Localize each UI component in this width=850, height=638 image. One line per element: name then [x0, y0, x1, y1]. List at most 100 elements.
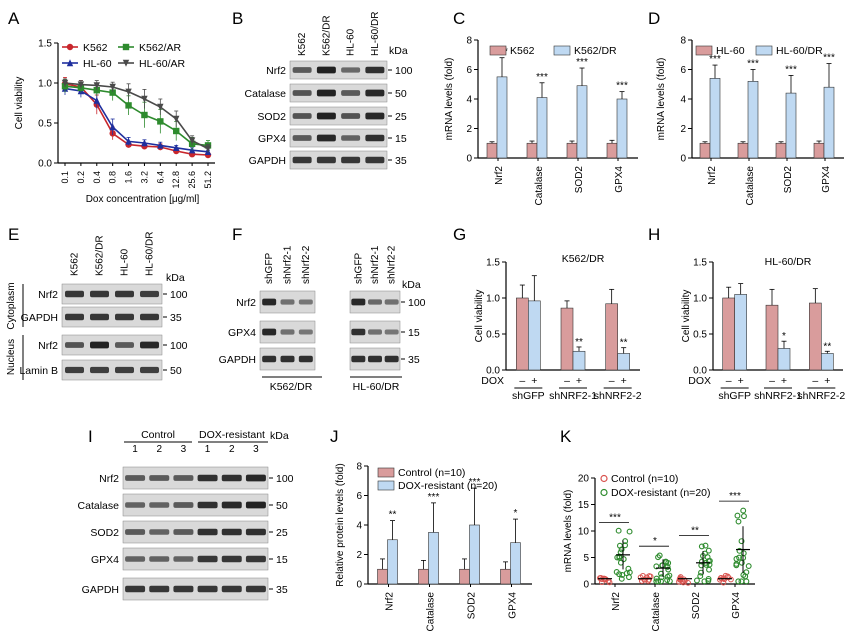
legend-label: HL-60	[83, 58, 112, 70]
protein-band	[384, 355, 399, 363]
significance-label: ***	[616, 81, 628, 92]
bar	[536, 97, 548, 159]
protein-band	[197, 501, 218, 509]
lane-label: shNrf2-2	[387, 245, 398, 284]
legend-label: Control (n=10)	[398, 467, 465, 479]
data-point	[125, 102, 132, 109]
blot-row: GAPDH 35	[21, 306, 182, 328]
bar	[387, 539, 398, 585]
protein-band	[65, 342, 84, 348]
protein-band	[316, 89, 336, 97]
tick-label: 2	[680, 124, 686, 135]
protein-band	[245, 501, 266, 509]
blot-strip	[289, 128, 388, 148]
protein-band	[292, 67, 312, 73]
bar	[500, 568, 511, 585]
tick-label: 0	[466, 154, 472, 165]
lane-label: HL-60/DR	[145, 232, 156, 276]
bar	[560, 307, 574, 371]
dox-sign: +	[531, 375, 537, 387]
kda-marker: 50	[395, 88, 407, 100]
bar	[496, 76, 508, 159]
category-label: Nrf2	[611, 592, 622, 611]
blot-e: Nrf2 100 GAPDH 35 Nrf2 100 Lamin B 50 K562 K562/D…	[6, 232, 188, 381]
kda-marker: 100	[395, 65, 413, 77]
chart-a: 0.0 0.5 1.0 1.5 0.1 0.2 0.4 0.8 1.6 3.2 6.4 12.8 25.…	[14, 39, 215, 205]
significance-label: *	[514, 508, 518, 519]
data-point	[704, 554, 711, 561]
category-label: SOD2	[467, 592, 478, 620]
data-point	[745, 563, 752, 570]
significance-label: *	[782, 331, 786, 342]
protein-band	[197, 474, 218, 482]
bar	[526, 142, 538, 159]
lane-label: HL-60	[346, 28, 357, 56]
protein-label: Nrf2	[38, 340, 58, 352]
blot-row: Nrf2 100	[38, 283, 188, 305]
tick-label: 0.1	[60, 171, 70, 184]
protein-band	[197, 555, 218, 563]
bar	[734, 294, 747, 371]
tick-label: 4	[466, 95, 472, 106]
legend-label: K562/DR	[574, 45, 617, 57]
data-point	[701, 578, 708, 585]
kda-marker: 100	[408, 297, 426, 309]
protein-band	[173, 585, 194, 593]
data-point	[681, 576, 687, 583]
group-label: Control	[141, 429, 175, 441]
tick-label: 4	[356, 521, 362, 532]
bar	[737, 142, 749, 159]
data-point	[653, 575, 660, 582]
significance-label: ***	[709, 54, 721, 65]
dox-label: DOX	[481, 375, 504, 387]
group-label: Cytoplasm	[6, 282, 17, 329]
data-point	[637, 574, 644, 581]
kda-marker: 15	[395, 133, 407, 145]
bar	[605, 303, 618, 371]
protein-band	[298, 329, 313, 335]
legend-marker	[600, 488, 608, 497]
protein-band	[280, 355, 295, 363]
tick-label: 0.0	[693, 366, 707, 377]
category-label: GPX4	[731, 592, 742, 619]
data-point	[109, 83, 116, 91]
protein-band	[351, 355, 366, 363]
blot-strip	[122, 493, 269, 517]
kda-marker: 100	[170, 289, 188, 301]
data-point	[141, 95, 148, 103]
tick-label: 0.0	[38, 159, 52, 170]
data-point	[597, 575, 604, 581]
tick-label: 2	[466, 124, 472, 135]
chart-title: HL-60/DR	[765, 256, 812, 268]
protein-band	[197, 528, 218, 536]
category-label: GPX4	[614, 166, 625, 193]
data-point	[685, 579, 691, 586]
group-label: shNRF2-1	[754, 390, 802, 402]
data-point	[125, 88, 132, 96]
blot-strip	[289, 60, 388, 80]
blot-row: Nrf2 100	[38, 334, 188, 356]
chart-k: 0 5 10 15 20 mRNA levels (fold) *** Nrf2 * Catala…	[563, 473, 755, 631]
data-point	[141, 139, 148, 147]
tick-label: 4	[680, 95, 686, 106]
data-point	[125, 137, 132, 145]
series-hl-60-ar	[61, 78, 212, 153]
data-point	[653, 578, 660, 585]
kda-marker: 35	[170, 312, 182, 324]
tick-label: 25.6	[187, 171, 197, 189]
category-label: SOD2	[574, 166, 585, 194]
bar	[777, 348, 791, 371]
tick-label: 5	[583, 553, 589, 564]
dox-sign: +	[738, 375, 744, 387]
panel-letter: E	[8, 225, 19, 244]
kda-label: kDa	[270, 430, 289, 442]
legend: K562 K562/DR	[489, 45, 617, 57]
tick-label: 0.4	[92, 171, 102, 184]
protein-band	[298, 299, 313, 305]
data-point	[741, 513, 747, 520]
bar	[576, 85, 588, 159]
protein-label: Catalase	[78, 500, 120, 512]
data-point	[122, 43, 130, 51]
protein-band	[351, 328, 366, 336]
